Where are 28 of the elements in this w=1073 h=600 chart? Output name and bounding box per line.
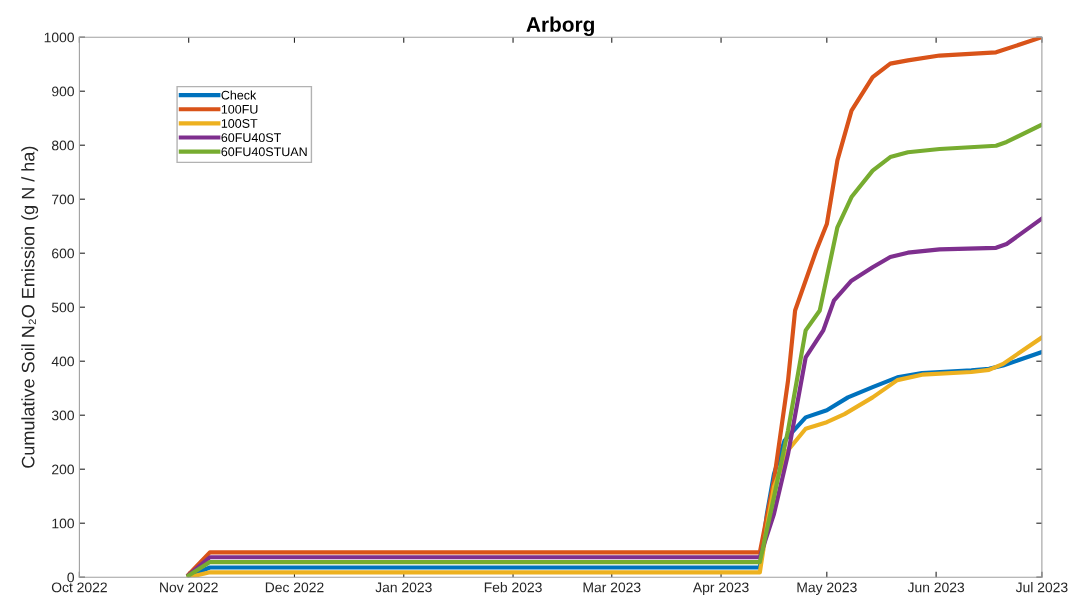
legend-label: 60FU40ST (221, 133, 281, 143)
y-tick-label: 600 (52, 248, 74, 259)
x-tick-label: Jan 2023 (375, 582, 432, 593)
y-tick-label: 400 (51, 356, 74, 367)
y-tick-label: 800 (51, 140, 74, 151)
y-tick-label: 300 (51, 410, 74, 421)
y-axis-title: Cumulative Soil N₂O Emission (g N / ha) (21, 146, 39, 468)
x-tick-label: May 2023 (797, 582, 857, 596)
chart-title: Arborg (526, 16, 594, 37)
x-tick-label: Mar 2023 (583, 582, 641, 593)
legend-label: Check (221, 90, 257, 100)
y-tick-label: 1000 (44, 32, 74, 43)
y-tick-label: 200 (52, 464, 74, 475)
y-tick-label: 100 (52, 518, 74, 529)
x-tick-label: Jun 2023 (907, 582, 965, 593)
y-tick-label: 700 (52, 194, 74, 205)
y-tick-label: 0 (67, 572, 74, 583)
legend-label: 100FU (221, 104, 258, 114)
legend-label: 100ST (221, 119, 258, 128)
y-tick-label: 900 (52, 86, 74, 97)
x-tick-label: Dec 2022 (265, 582, 324, 593)
x-tick-label: Feb 2023 (484, 582, 542, 593)
x-tick-label: Jul 2023 (1015, 582, 1068, 593)
y-tick-label: 500 (51, 302, 74, 313)
x-tick-label: Nov 2022 (160, 582, 218, 593)
legend-label: 60FU40STUAN (221, 147, 307, 157)
x-tick-label: Apr 2023 (692, 582, 749, 596)
x-tick-label: Oct 2022 (51, 582, 107, 593)
